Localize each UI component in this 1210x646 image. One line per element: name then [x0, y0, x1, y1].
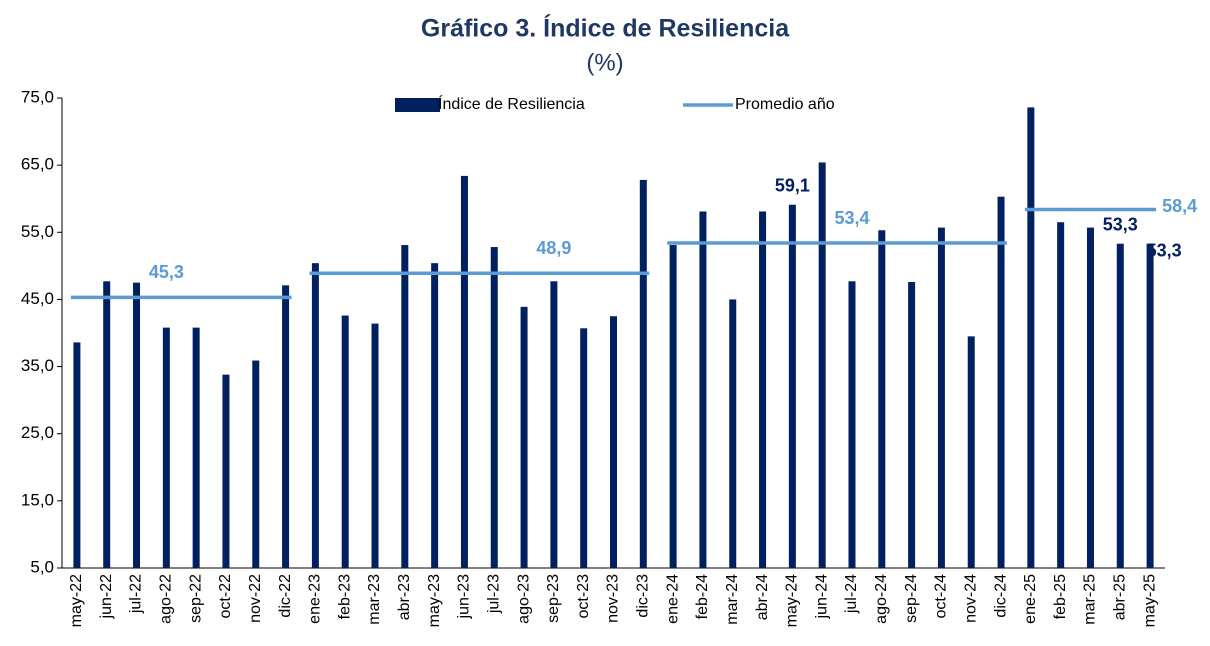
chart-subtitle: (%) — [586, 49, 623, 76]
y-tick-label: 35,0 — [21, 356, 54, 375]
x-tick-label: abr-25 — [1112, 574, 1129, 620]
bar — [520, 306, 528, 568]
y-tick-label: 55,0 — [21, 222, 54, 241]
legend-swatch — [395, 98, 440, 112]
x-tick-label: dic-22 — [277, 574, 294, 618]
bar — [550, 281, 558, 568]
x-tick-label: may-22 — [68, 574, 85, 627]
x-tick-label: ene-24 — [664, 574, 681, 624]
bar-value-label: 53,3 — [1103, 214, 1138, 234]
bar — [401, 245, 409, 569]
x-tick-label: ago-22 — [158, 574, 175, 624]
bar — [341, 315, 349, 568]
x-tick-label: jul-23 — [485, 574, 502, 614]
y-tick-label: 25,0 — [21, 423, 54, 442]
chart-title: Gráfico 3. Índice de Resiliencia — [421, 14, 790, 43]
bar — [490, 247, 498, 569]
x-tick-label: jul-24 — [843, 574, 860, 614]
bar — [162, 327, 170, 568]
bar — [1116, 243, 1124, 568]
x-tick-label: ene-23 — [307, 574, 324, 624]
bar — [371, 323, 379, 568]
x-tick-label: nov-23 — [605, 574, 622, 623]
bar — [580, 328, 588, 568]
bar — [729, 299, 737, 568]
legend-label: Promedio año — [735, 96, 835, 113]
x-tick-label: feb-23 — [336, 574, 353, 619]
bar — [1086, 227, 1094, 569]
bar — [610, 316, 617, 568]
y-tick-label: 5,0 — [30, 557, 54, 576]
x-tick-label: oct-22 — [217, 574, 234, 619]
bar — [908, 281, 916, 568]
y-tick-label: 65,0 — [21, 155, 54, 174]
bar — [818, 162, 826, 568]
y-tick-label: 75,0 — [21, 87, 54, 106]
x-tick-label: nov-24 — [962, 574, 979, 623]
bar — [431, 263, 439, 568]
x-tick-label: mar-24 — [724, 574, 741, 625]
bar — [788, 204, 796, 568]
x-tick-label: sep-22 — [187, 574, 204, 623]
bar — [669, 245, 677, 569]
x-tick-label: feb-25 — [1052, 574, 1069, 619]
x-tick-label: oct-24 — [933, 574, 950, 619]
x-tick-label: dic-24 — [992, 574, 1009, 618]
x-tick-label: ago-23 — [515, 574, 532, 624]
average-label: 45,3 — [149, 262, 184, 282]
bar — [73, 342, 81, 568]
x-tick-label: may-23 — [426, 574, 443, 627]
bar — [282, 285, 290, 568]
bar — [759, 211, 767, 568]
x-tick-label: mar-25 — [1082, 574, 1099, 625]
bar — [1146, 243, 1154, 568]
bar — [103, 281, 111, 568]
bar — [967, 336, 975, 568]
bar — [878, 230, 886, 568]
bar — [848, 281, 856, 568]
x-tick-label: may-24 — [784, 574, 801, 627]
y-tick-label: 15,0 — [21, 490, 54, 509]
x-tick-label: sep-24 — [903, 574, 920, 623]
bar — [997, 196, 1005, 568]
average-label: 48,9 — [536, 238, 571, 258]
bar — [699, 211, 707, 568]
x-tick-label: jul-22 — [128, 574, 145, 614]
bar-value-label: 59,1 — [775, 176, 810, 196]
bar — [252, 360, 260, 568]
bar — [133, 282, 141, 568]
x-tick-label: dic-23 — [635, 574, 652, 618]
bar — [1027, 107, 1035, 569]
x-tick-label: abr-24 — [754, 574, 771, 620]
x-tick-label: may-25 — [1141, 574, 1158, 627]
x-tick-label: jun-24 — [813, 574, 830, 620]
y-tick-label: 45,0 — [21, 289, 54, 308]
x-tick-label: abr-23 — [396, 574, 413, 620]
bar — [311, 263, 319, 568]
x-tick-label: jun-23 — [456, 574, 473, 620]
legend-label: Índice de Resiliencia — [438, 94, 585, 113]
bar — [192, 327, 200, 568]
average-label: 53,4 — [834, 208, 869, 228]
average-label: 58,4 — [1162, 196, 1197, 216]
x-tick-label: feb-24 — [694, 574, 711, 619]
bar — [222, 374, 230, 568]
x-tick-label: ago-24 — [873, 574, 890, 624]
bar-value-label: 53,3 — [1147, 240, 1182, 260]
bar — [1057, 222, 1065, 568]
bar — [460, 175, 468, 568]
x-tick-label: oct-23 — [575, 574, 592, 619]
bar — [937, 227, 945, 569]
x-tick-label: nov-22 — [247, 574, 264, 623]
x-tick-label: mar-23 — [366, 574, 383, 625]
x-tick-label: sep-23 — [545, 574, 562, 623]
x-tick-label: ene-25 — [1022, 574, 1039, 624]
x-tick-label: jun-22 — [98, 574, 115, 620]
bar — [639, 179, 647, 568]
